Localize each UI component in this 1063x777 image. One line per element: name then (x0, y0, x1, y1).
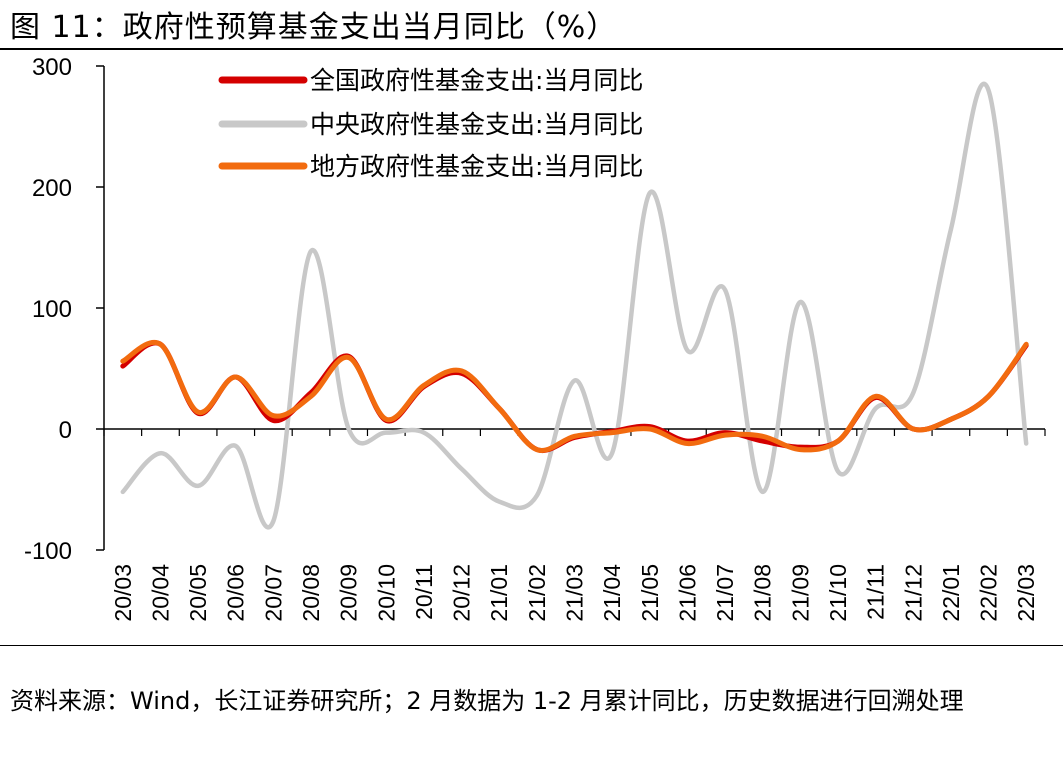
x-tick-label: 20/05 (185, 564, 211, 622)
x-tick-label: 21/04 (599, 564, 625, 622)
x-tick-label: 20/08 (298, 564, 324, 622)
x-tick-label: 20/12 (449, 564, 475, 622)
x-tick-label: 21/08 (750, 564, 776, 622)
series-central-line (120, 81, 1029, 530)
series-layer (120, 81, 1029, 530)
x-tick-label: 21/05 (637, 564, 663, 622)
x-tick-label: 21/06 (674, 564, 700, 622)
x-tick-label: 20/10 (373, 564, 399, 622)
source-rule (0, 645, 1063, 646)
legend-national-label: 全国政府性基金支出:当月同比 (310, 66, 643, 95)
y-tick-label: 300 (32, 54, 72, 81)
x-tick-label: 21/11 (863, 564, 889, 620)
source-note: 资料来源：Wind，长江证券研究所；2 月数据为 1-2 月累计同比，历史数据进… (10, 687, 964, 715)
title-rule (0, 48, 1063, 50)
x-tick-label: 21/02 (524, 564, 550, 622)
x-tick-label: 20/11 (411, 564, 437, 620)
x-tick-label: 21/12 (900, 564, 926, 622)
y-tick-label: 200 (32, 175, 72, 202)
x-tick-label: 20/09 (336, 564, 362, 622)
chart-axes: -100 0 100 200 300 20/03 20/04 20/05 20/06 20/07 2… (24, 54, 1046, 622)
chart-legend: 全国政府性基金支出:当月同比中央政府性基金支出:当月同比地方政府性基金支出:当月… (218, 66, 643, 181)
legend-local-label: 地方政府性基金支出:当月同比 (310, 152, 643, 181)
x-tick-label: 22/02 (976, 564, 1002, 622)
y-tick-label: 100 (32, 296, 72, 323)
chart-title: 图 11：政府性预算基金支出当月同比（%） (10, 10, 618, 45)
x-tick-label: 22/03 (1013, 564, 1039, 622)
x-tick-label: 21/03 (562, 564, 588, 622)
line-chart: -100 0 100 200 300 20/03 20/04 20/05 20/06 20/07 2… (24, 54, 1046, 622)
x-tick-label: 20/06 (223, 564, 249, 622)
legend-central-label: 中央政府性基金支出:当月同比 (310, 110, 643, 139)
x-tick-label: 20/07 (260, 564, 286, 622)
y-tick-label: -100 (24, 538, 72, 565)
x-tick-label: 21/07 (712, 564, 738, 622)
series-local-line (120, 339, 1029, 453)
x-tick-label: 21/01 (486, 564, 512, 622)
x-tick-label: 21/09 (787, 564, 813, 622)
y-tick-label: 0 (59, 417, 72, 444)
x-tick-label: 21/10 (825, 564, 851, 622)
x-tick-label: 22/01 (938, 564, 964, 622)
x-tick-label: 20/03 (110, 564, 136, 622)
x-tick-label: 20/04 (147, 564, 173, 622)
